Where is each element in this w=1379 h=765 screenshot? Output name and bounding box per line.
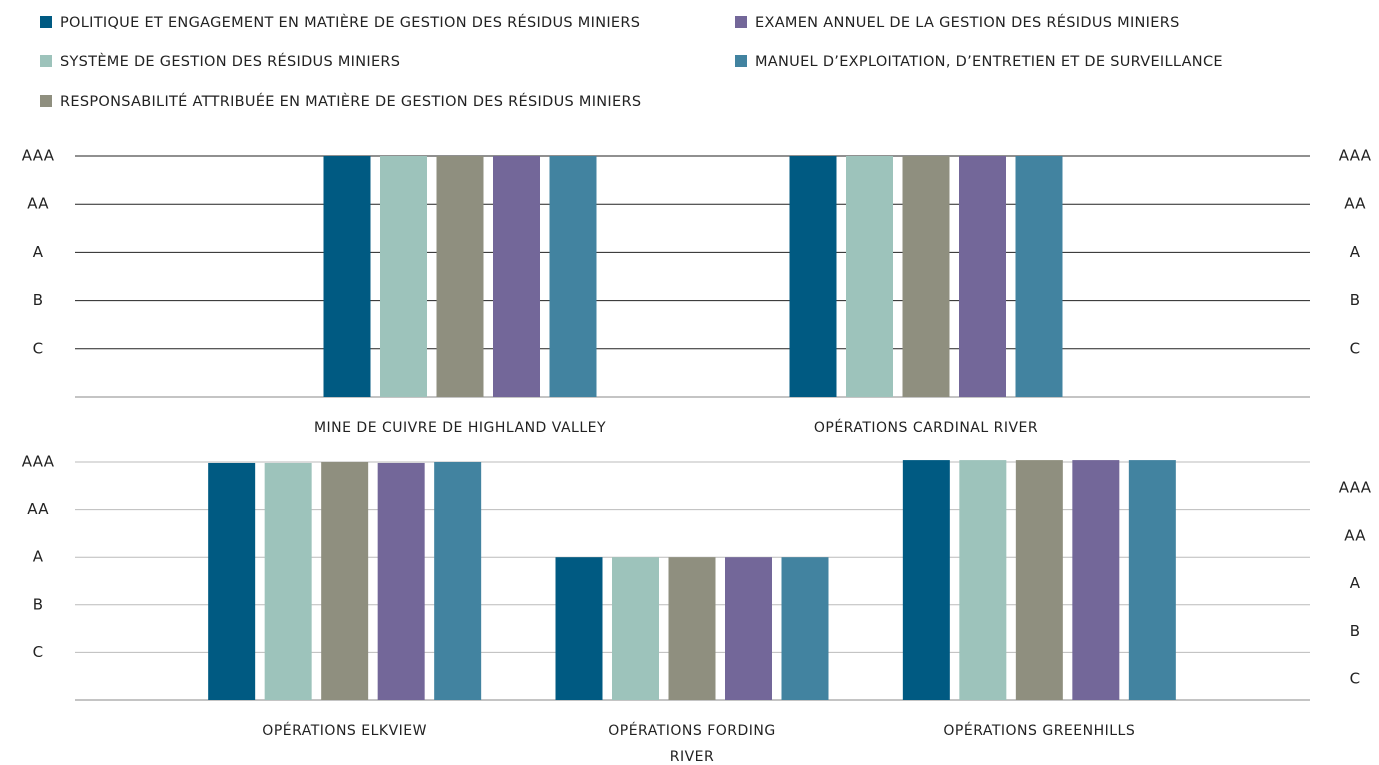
y-tick-label: C [33,643,44,661]
bar [377,462,425,700]
bar [612,557,659,700]
legend-swatch [40,16,52,28]
bar [846,156,893,397]
bar [555,557,603,700]
x-tick-label: OPÉRATIONS GREENHILLS [943,723,1136,739]
y-tick-label: C [33,339,44,357]
bar [1128,460,1176,700]
x-tick-label: MINE DE CUIVRE DE HIGHLAND VALLEY [313,420,607,436]
y-tick-label: A [33,243,44,261]
bar [434,462,482,700]
bar [789,156,837,397]
y2-tick-label: AAA [1339,479,1372,497]
y-tick-label: AA [27,500,49,518]
legend-label: MANUEL D’EXPLOITATION, D’ENTRETIEN ET DE… [755,54,1223,70]
y2-tick-label: B [1350,622,1361,640]
x-tick-label: OPÉRATIONS CARDINAL RIVER [813,420,1039,436]
legend-label: POLITIQUE ET ENGAGEMENT EN MATIÈRE DE GE… [60,14,640,31]
y-tick-label: AAA [22,147,55,165]
bar [323,156,371,397]
legend-swatch [735,16,747,28]
bar [959,460,1007,700]
bar [264,462,312,700]
bar [321,462,369,700]
legend-swatch [40,55,52,67]
y-tick-label: AAA [22,453,55,471]
y2-tick-label: AAA [1339,147,1372,165]
y-tick-label: A [33,548,44,566]
y2-tick-label: C [1350,339,1361,357]
y2-tick-label: AA [1344,195,1366,213]
bar [1015,460,1063,700]
bar [493,156,540,397]
bar [549,156,597,397]
bar [902,460,950,700]
bar [380,156,427,397]
bar [902,156,950,397]
bar [436,156,484,397]
bar [1015,156,1063,397]
legend-label: EXAMEN ANNUEL DE LA GESTION DES RÉSIDUS … [755,14,1180,31]
y-tick-label: AA [27,195,49,213]
y2-tick-label: C [1350,670,1361,688]
bar [781,557,829,700]
bar [208,462,256,700]
legend-label: SYSTÈME DE GESTION DES RÉSIDUS MINIERS [60,53,400,70]
bar [668,557,716,700]
legend-swatch [735,55,747,67]
y2-tick-label: B [1350,291,1361,309]
x-tick-label: OPÉRATIONS ELKVIEW [262,723,427,739]
bar [725,557,772,700]
y2-tick-label: A [1350,574,1361,592]
y2-tick-label: AA [1344,526,1366,544]
legend-label: RESPONSABILITÉ ATTRIBUÉE EN MATIÈRE DE G… [60,93,641,110]
y2-tick-label: A [1350,243,1361,261]
y-tick-label: B [33,595,44,613]
legend-swatch [40,95,52,107]
x-tick-label: OPÉRATIONS FORDING RIVER [608,723,776,765]
bar [1072,460,1120,700]
bar [959,156,1006,397]
y-tick-label: B [33,291,44,309]
